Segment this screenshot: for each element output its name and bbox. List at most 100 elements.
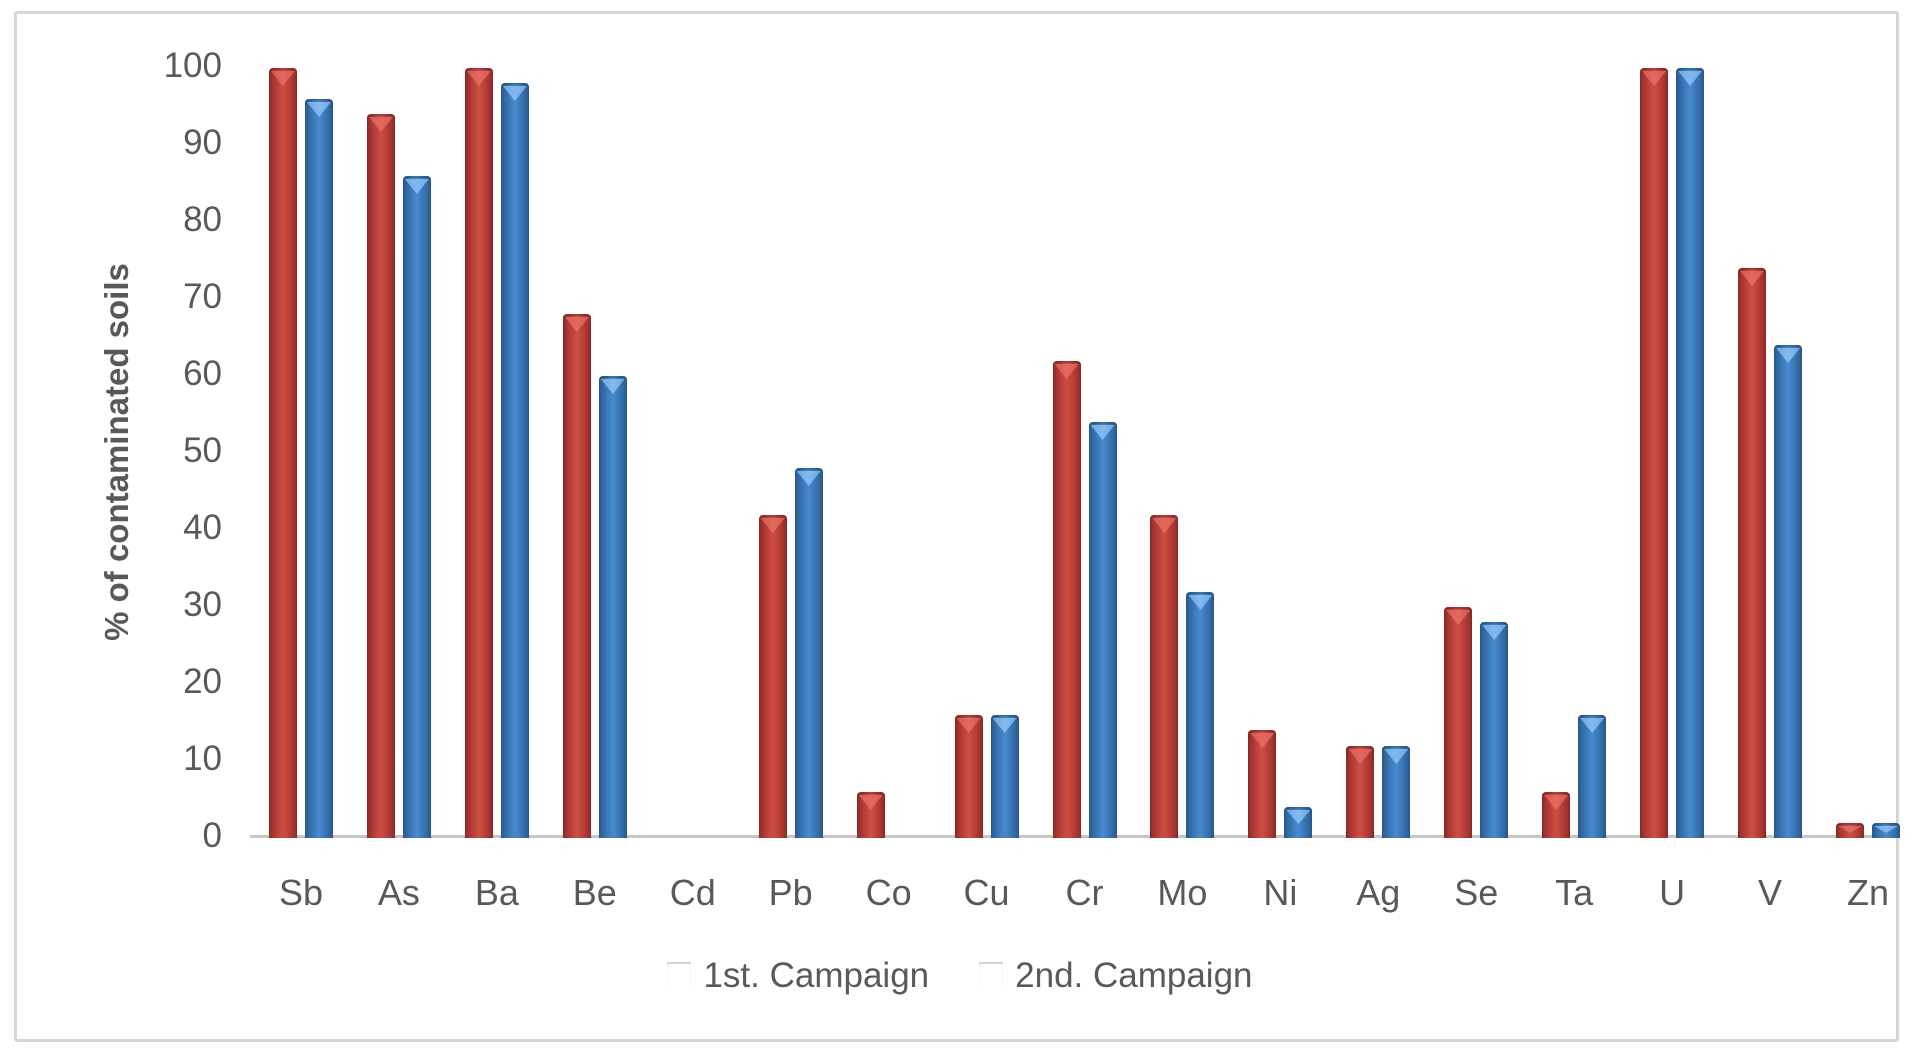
x-tick-label-U: U: [1659, 872, 1686, 913]
bar-top-highlight: [1642, 71, 1667, 86]
bar-2nd-campaign-Ag: [1382, 746, 1411, 838]
bar-top-highlight: [1740, 271, 1765, 286]
legend-marker-highlight: [981, 964, 1001, 974]
bar-top-highlight: [466, 71, 491, 86]
bar-2nd-campaign-Pb: [794, 468, 823, 838]
y-tick-label-30: 30: [183, 585, 222, 624]
bar-1st-campaign-Sb: [269, 68, 297, 838]
bar-top-highlight: [404, 179, 429, 194]
x-tick-label-Ni: Ni: [1263, 872, 1298, 913]
x-tick-label-Sb: Sb: [278, 872, 324, 913]
bar-1st-campaign-Ag: [1346, 746, 1375, 838]
legend-marker-1st-campaign-icon: [667, 962, 691, 990]
bar-top-highlight: [1286, 810, 1311, 824]
x-tick-label-Cu: Cu: [963, 872, 1010, 913]
legend-label-2nd-campaign: 2nd. Campaign: [1015, 956, 1253, 995]
bar-top-highlight: [760, 518, 785, 533]
bar-1st-campaign-Zn: [1836, 823, 1864, 838]
bar-2nd-campaign-Zn: [1872, 823, 1900, 838]
bar-top-highlight: [307, 102, 331, 117]
y-tick-label-40: 40: [183, 508, 222, 547]
x-tick-label-Mo: Mo: [1157, 872, 1208, 913]
legend: 1st. Campaign 2nd. Campaign: [0, 952, 1920, 1000]
bar-1st-campaign-Pb: [758, 515, 787, 838]
y-tick-label-100: 100: [163, 46, 222, 85]
bar-top-highlight: [1152, 518, 1177, 533]
bar-top-highlight: [1384, 749, 1409, 764]
x-tick-label-Co: Co: [865, 872, 912, 913]
bar-top-highlight: [1446, 610, 1471, 625]
bar-1st-campaign-Se: [1444, 607, 1473, 838]
x-tick-label-Ba: Ba: [474, 872, 519, 913]
bar-1st-campaign-Mo: [1150, 515, 1179, 838]
bar-top-highlight: [1580, 718, 1605, 733]
x-tick-label-V: V: [1758, 872, 1783, 913]
bar-top-highlight: [502, 86, 527, 101]
bar-top-highlight: [1874, 826, 1898, 833]
bar-top-highlight: [1054, 364, 1079, 379]
bar-2nd-campaign-Sb: [305, 99, 333, 838]
bar-1st-campaign-Ta: [1542, 792, 1571, 838]
y-tick-label-60: 60: [183, 354, 222, 393]
x-tick-label-Zn: Zn: [1846, 872, 1889, 913]
bar-top-highlight: [1348, 749, 1373, 764]
bar-1st-campaign-As: [366, 114, 395, 838]
bar-1st-campaign-U: [1640, 68, 1669, 838]
y-tick-label-70: 70: [183, 277, 222, 316]
bar-2nd-campaign-U: [1676, 68, 1705, 838]
legend-entry-2nd-campaign: 2nd. Campaign: [979, 956, 1252, 996]
bar-top-highlight: [564, 317, 589, 332]
bar-2nd-campaign-Ta: [1578, 715, 1607, 838]
bar-top-highlight: [796, 471, 821, 486]
x-tick-label-Cr: Cr: [1065, 872, 1104, 913]
bar-2nd-campaign-Cr: [1088, 422, 1117, 838]
bar-top-highlight: [1090, 425, 1115, 440]
x-tick-label-Cd: Cd: [669, 872, 716, 913]
x-tick-label-Ta: Ta: [1555, 872, 1594, 913]
x-tick-label-Se: Se: [1454, 872, 1499, 913]
bar-top-highlight: [956, 718, 981, 733]
bar-top-highlight: [1188, 595, 1213, 610]
bar-2nd-campaign-Mo: [1186, 592, 1215, 838]
bar-top-highlight: [858, 795, 883, 810]
bar-top-highlight: [992, 718, 1017, 733]
bar-top-highlight: [1776, 348, 1801, 363]
x-tick-label-As: As: [377, 872, 420, 913]
y-tick-label-90: 90: [183, 123, 222, 162]
legend-label-1st-campaign: 1st. Campaign: [703, 956, 930, 995]
bar-2nd-campaign-Cu: [990, 715, 1019, 838]
bar-1st-campaign-Be: [562, 314, 591, 838]
bar-top-highlight: [1838, 826, 1862, 833]
y-tick-label-20: 20: [183, 662, 222, 701]
bar-1st-campaign-Ni: [1248, 730, 1277, 838]
bar-2nd-campaign-Ni: [1284, 807, 1313, 838]
bar-2nd-campaign-V: [1774, 345, 1803, 838]
bar-1st-campaign-Co: [856, 792, 885, 838]
bar-2nd-campaign-Ba: [500, 83, 529, 838]
bar-2nd-campaign-As: [402, 176, 431, 838]
bar-1st-campaign-Cr: [1052, 361, 1081, 838]
bar-top-highlight: [1544, 795, 1569, 810]
x-tick-label-Be: Be: [572, 872, 617, 913]
y-tick-label-80: 80: [183, 200, 222, 239]
bar-2nd-campaign-Be: [598, 376, 627, 838]
y-tick-label-10: 10: [183, 739, 222, 778]
bar-top-highlight: [1250, 733, 1275, 748]
x-tick-label-Pb: Pb: [768, 872, 813, 913]
bar-1st-campaign-V: [1738, 268, 1767, 838]
x-tick-label-Ag: Ag: [1356, 872, 1401, 913]
legend-entry-1st-campaign: 1st. Campaign: [667, 956, 929, 996]
bar-top-highlight: [1678, 71, 1703, 86]
bar-1st-campaign-Cu: [954, 715, 983, 838]
y-tick-label-0: 0: [202, 816, 222, 855]
bar-top-highlight: [600, 379, 625, 394]
bar-2nd-campaign-Se: [1480, 622, 1509, 838]
bar-1st-campaign-Ba: [464, 68, 493, 838]
legend-marker-2nd-campaign-icon: [979, 962, 1003, 990]
y-tick-label-50: 50: [183, 431, 222, 470]
bar-top-highlight: [368, 117, 393, 132]
legend-marker-highlight: [669, 964, 689, 974]
bar-top-highlight: [271, 71, 295, 86]
bar-top-highlight: [1482, 625, 1507, 640]
